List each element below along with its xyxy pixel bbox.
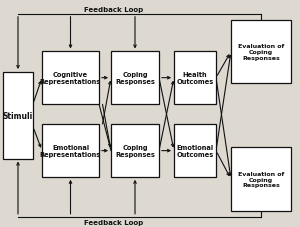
FancyBboxPatch shape [3, 73, 33, 159]
FancyBboxPatch shape [111, 52, 159, 104]
FancyBboxPatch shape [231, 20, 291, 84]
Text: Coping
Responses: Coping Responses [115, 144, 155, 158]
Text: Coping
Responses: Coping Responses [115, 72, 155, 85]
Text: Health
Outcomes: Health Outcomes [176, 72, 214, 85]
Text: Feedback Loop: Feedback Loop [84, 219, 144, 225]
FancyBboxPatch shape [111, 125, 159, 177]
FancyBboxPatch shape [42, 125, 99, 177]
Text: Evaluation of
Coping
Responses: Evaluation of Coping Responses [238, 171, 284, 188]
FancyBboxPatch shape [174, 52, 216, 104]
FancyBboxPatch shape [42, 52, 99, 104]
FancyBboxPatch shape [174, 125, 216, 177]
Text: Evaluation of
Coping
Responses: Evaluation of Coping Responses [238, 44, 284, 60]
Text: Stimuli: Stimuli [3, 111, 33, 120]
FancyBboxPatch shape [231, 148, 291, 211]
Text: Emotional
Outcomes: Emotional Outcomes [176, 144, 214, 158]
Text: Cognitive
Representations: Cognitive Representations [40, 72, 101, 85]
Text: Feedback Loop: Feedback Loop [84, 7, 144, 12]
Text: Emotional
Representations: Emotional Representations [40, 144, 101, 158]
